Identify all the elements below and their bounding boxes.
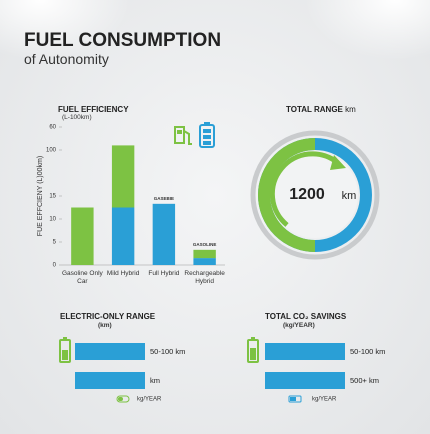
y-tick-label: 60 xyxy=(49,125,56,131)
bar xyxy=(152,203,176,265)
bar xyxy=(193,258,216,265)
co2-bar xyxy=(265,372,345,389)
x-tick-label: Gasoline Only Car xyxy=(61,270,103,285)
electric-section xyxy=(59,337,145,403)
y-tick-label: 10 xyxy=(49,217,56,223)
y-tick-label: 15 xyxy=(49,194,56,200)
x-tick-label: Mild Hybrid xyxy=(106,270,140,277)
bar-label: 50-100 km xyxy=(150,347,185,356)
range-value-unit: km xyxy=(342,190,357,202)
page-subtitle: of Autonomity xyxy=(24,51,109,67)
battery-icon xyxy=(199,122,215,148)
page-title: FUEL CONSUMPTION xyxy=(24,30,222,51)
section-unit: (km) xyxy=(98,322,112,329)
range-title-unit: km xyxy=(345,105,356,114)
section-unit: (kg/YEAR) xyxy=(283,322,315,329)
range-bar xyxy=(75,343,145,360)
x-tick-label: Rechargeable Hybrid xyxy=(184,270,225,285)
bar xyxy=(111,207,135,265)
bar-label: 500+ km xyxy=(350,376,379,385)
co2-bar xyxy=(265,343,345,360)
bar-label: 50-100 km xyxy=(350,347,385,356)
annotation: GASOLINE xyxy=(193,242,217,247)
bar xyxy=(193,249,216,259)
legend-label: kg/YEAR xyxy=(312,397,337,403)
fuel-pump-icon xyxy=(174,126,192,145)
co2-section xyxy=(247,337,345,403)
chart-title: FUEL EFFICIENCY xyxy=(58,105,129,114)
y-tick-label: 100 xyxy=(46,148,57,154)
range-title: TOTAL RANGE km xyxy=(286,105,356,114)
bar xyxy=(71,207,94,265)
range-title-text: TOTAL RANGE xyxy=(286,105,343,114)
annotation: GASEBIE xyxy=(154,196,174,201)
range-ring xyxy=(250,130,380,260)
x-tick-label: Full Hybrid xyxy=(148,270,180,277)
section-title: ELECTRIC-ONLY RANGE xyxy=(60,312,156,321)
bar xyxy=(111,145,135,208)
y-tick-label: 5 xyxy=(53,240,57,246)
bar-label: km xyxy=(150,376,160,385)
chart-subtitle: (L-100km) xyxy=(62,114,92,121)
legend-label: kg/YEAR xyxy=(137,397,162,403)
section-title: TOTAL CO₂ SAVINGS xyxy=(265,312,347,321)
range-bar xyxy=(75,372,145,389)
y-axis-label: FUE EFFCIENY (L)00km) xyxy=(37,156,44,236)
range-value: 1200 xyxy=(289,186,325,203)
y-tick-label: 0 xyxy=(53,263,57,269)
